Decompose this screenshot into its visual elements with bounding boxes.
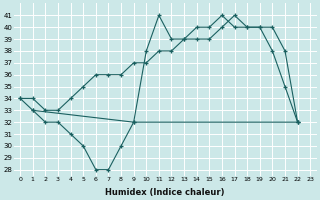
X-axis label: Humidex (Indice chaleur): Humidex (Indice chaleur) bbox=[106, 188, 225, 197]
